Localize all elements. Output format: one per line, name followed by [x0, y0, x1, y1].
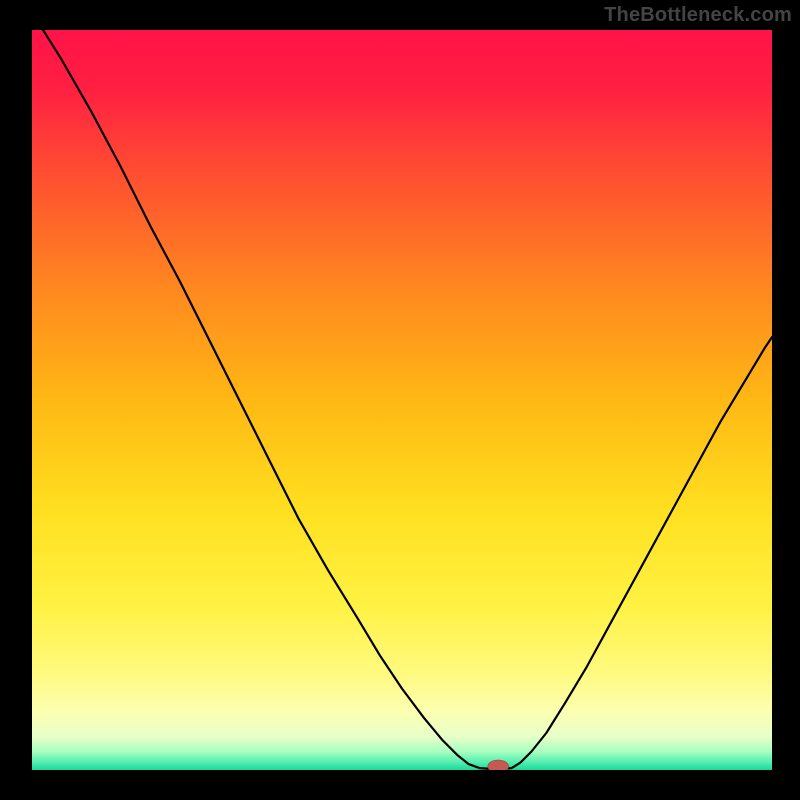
optimal-point-marker [488, 760, 509, 770]
watermark-text: TheBottleneck.com [604, 4, 792, 27]
plot-svg [32, 30, 772, 770]
gradient-background [32, 30, 772, 770]
chart-container: TheBottleneck.com [0, 0, 800, 800]
plot-area [32, 30, 772, 770]
